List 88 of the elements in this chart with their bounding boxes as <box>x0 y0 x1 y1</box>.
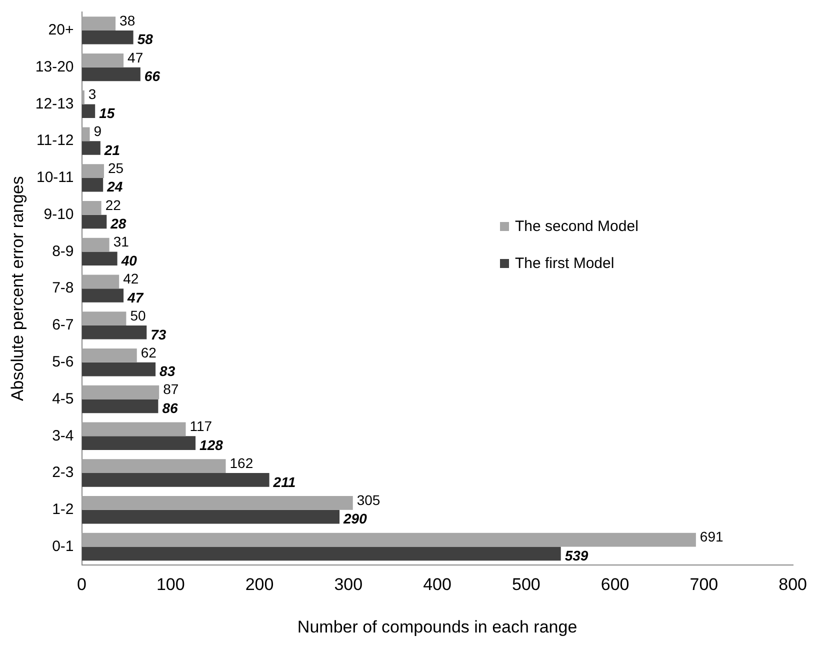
x-tick-label: 400 <box>423 575 452 594</box>
x-tick-label: 100 <box>156 575 185 594</box>
bar <box>82 164 104 178</box>
bar <box>82 104 96 118</box>
data-label: 47 <box>128 49 144 66</box>
data-label: 539 <box>564 548 588 564</box>
data-label: 691 <box>700 528 724 545</box>
data-label: 9 <box>94 123 102 140</box>
data-label: 162 <box>230 454 254 471</box>
legend-label: The second Model <box>514 218 638 235</box>
bar <box>82 325 147 340</box>
bar <box>82 53 124 68</box>
bar <box>82 422 186 436</box>
data-label: 15 <box>99 104 115 121</box>
y-tick-label: 0-1 <box>52 538 74 555</box>
data-label: 24 <box>106 178 123 195</box>
legend-label: The first Model <box>514 255 616 272</box>
bar <box>82 362 156 376</box>
data-label: 211 <box>272 474 296 490</box>
y-tick-label: 8-9 <box>52 242 74 260</box>
bar <box>82 473 270 487</box>
x-tick-label: 0 <box>77 575 86 594</box>
data-label: 128 <box>200 436 224 453</box>
data-label: 66 <box>144 68 160 84</box>
y-tick-label: 1-2 <box>52 501 74 518</box>
bar <box>82 274 120 289</box>
bar <box>82 496 353 510</box>
bar <box>82 141 100 155</box>
bar <box>82 348 137 362</box>
bar <box>82 510 340 524</box>
data-label: 305 <box>356 492 380 508</box>
y-tick-label: 20+ <box>48 22 74 39</box>
data-label: 25 <box>108 160 124 176</box>
bar <box>82 127 90 142</box>
y-tick-label: 7-8 <box>52 280 74 297</box>
bar <box>82 30 134 44</box>
bar <box>82 459 226 473</box>
data-label: 58 <box>137 31 154 48</box>
y-tick-label: 13-20 <box>35 58 74 76</box>
bar <box>82 288 124 302</box>
data-label: 117 <box>190 418 212 434</box>
bar <box>82 546 561 561</box>
y-axis-title: Absolute percent error ranges <box>8 176 27 402</box>
bar <box>82 90 84 104</box>
bar <box>82 178 104 192</box>
x-tick-label: 800 <box>778 575 808 594</box>
data-label: 290 <box>342 510 368 527</box>
bar <box>82 436 196 450</box>
bar <box>82 399 158 414</box>
y-tick-label: 5-6 <box>52 354 74 370</box>
bar <box>82 238 110 252</box>
x-tick-label: 500 <box>512 575 540 594</box>
bar <box>82 201 102 215</box>
data-label: 62 <box>140 344 157 360</box>
y-tick-label: 6-7 <box>52 316 74 334</box>
bar <box>82 214 107 229</box>
x-axis-title: Number of compounds in each range <box>297 617 578 636</box>
y-tick-label: 2-3 <box>52 464 74 482</box>
data-label: 42 <box>123 270 139 287</box>
data-label: 40 <box>120 252 138 268</box>
x-tick-label: 200 <box>245 575 274 594</box>
data-label: 3 <box>88 86 96 102</box>
y-tick-label: 3-4 <box>52 427 74 444</box>
data-label: 86 <box>162 400 178 416</box>
data-label: 87 <box>163 381 179 398</box>
y-tick-label: 9-10 <box>44 206 74 223</box>
bar <box>82 385 160 400</box>
y-tick-label: 10-11 <box>36 169 74 186</box>
data-label: 50 <box>130 307 146 324</box>
y-tick-label: 12-13 <box>35 95 74 112</box>
data-label: 21 <box>103 142 120 158</box>
data-label: 22 <box>105 196 122 213</box>
data-label: 31 <box>113 234 130 250</box>
data-label: 38 <box>120 12 136 28</box>
data-label: 73 <box>150 326 166 342</box>
bar <box>82 252 118 266</box>
data-label: 28 <box>110 216 126 232</box>
data-label: 83 <box>160 363 176 380</box>
bar <box>82 532 696 547</box>
bar <box>82 16 116 30</box>
x-tick-label: 600 <box>600 575 630 594</box>
data-label: 47 <box>126 289 144 306</box>
bar <box>82 312 126 326</box>
y-tick-label: 4-5 <box>52 390 74 408</box>
y-tick-label: 11-12 <box>36 132 74 150</box>
bar <box>82 67 140 82</box>
x-tick-label: 700 <box>690 575 718 594</box>
x-tick-label: 300 <box>334 575 363 594</box>
